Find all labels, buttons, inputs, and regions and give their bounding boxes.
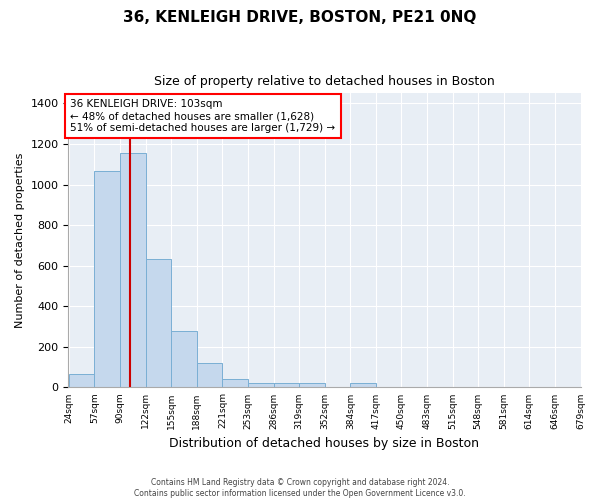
Bar	[197, 363, 223, 388]
Bar	[248, 384, 274, 388]
Y-axis label: Number of detached properties: Number of detached properties	[15, 152, 25, 328]
Bar	[94, 172, 120, 388]
Bar	[120, 153, 146, 388]
Bar	[223, 380, 248, 388]
Title: Size of property relative to detached houses in Boston: Size of property relative to detached ho…	[154, 75, 495, 88]
Text: 36, KENLEIGH DRIVE, BOSTON, PE21 0NQ: 36, KENLEIGH DRIVE, BOSTON, PE21 0NQ	[124, 10, 476, 25]
Bar	[146, 258, 171, 388]
Bar	[69, 374, 94, 388]
Text: Contains HM Land Registry data © Crown copyright and database right 2024.
Contai: Contains HM Land Registry data © Crown c…	[134, 478, 466, 498]
Bar	[274, 384, 299, 388]
Bar	[350, 384, 376, 388]
Bar	[299, 384, 325, 388]
Text: 36 KENLEIGH DRIVE: 103sqm
← 48% of detached houses are smaller (1,628)
51% of se: 36 KENLEIGH DRIVE: 103sqm ← 48% of detac…	[70, 100, 335, 132]
X-axis label: Distribution of detached houses by size in Boston: Distribution of detached houses by size …	[169, 437, 479, 450]
Bar	[171, 330, 197, 388]
